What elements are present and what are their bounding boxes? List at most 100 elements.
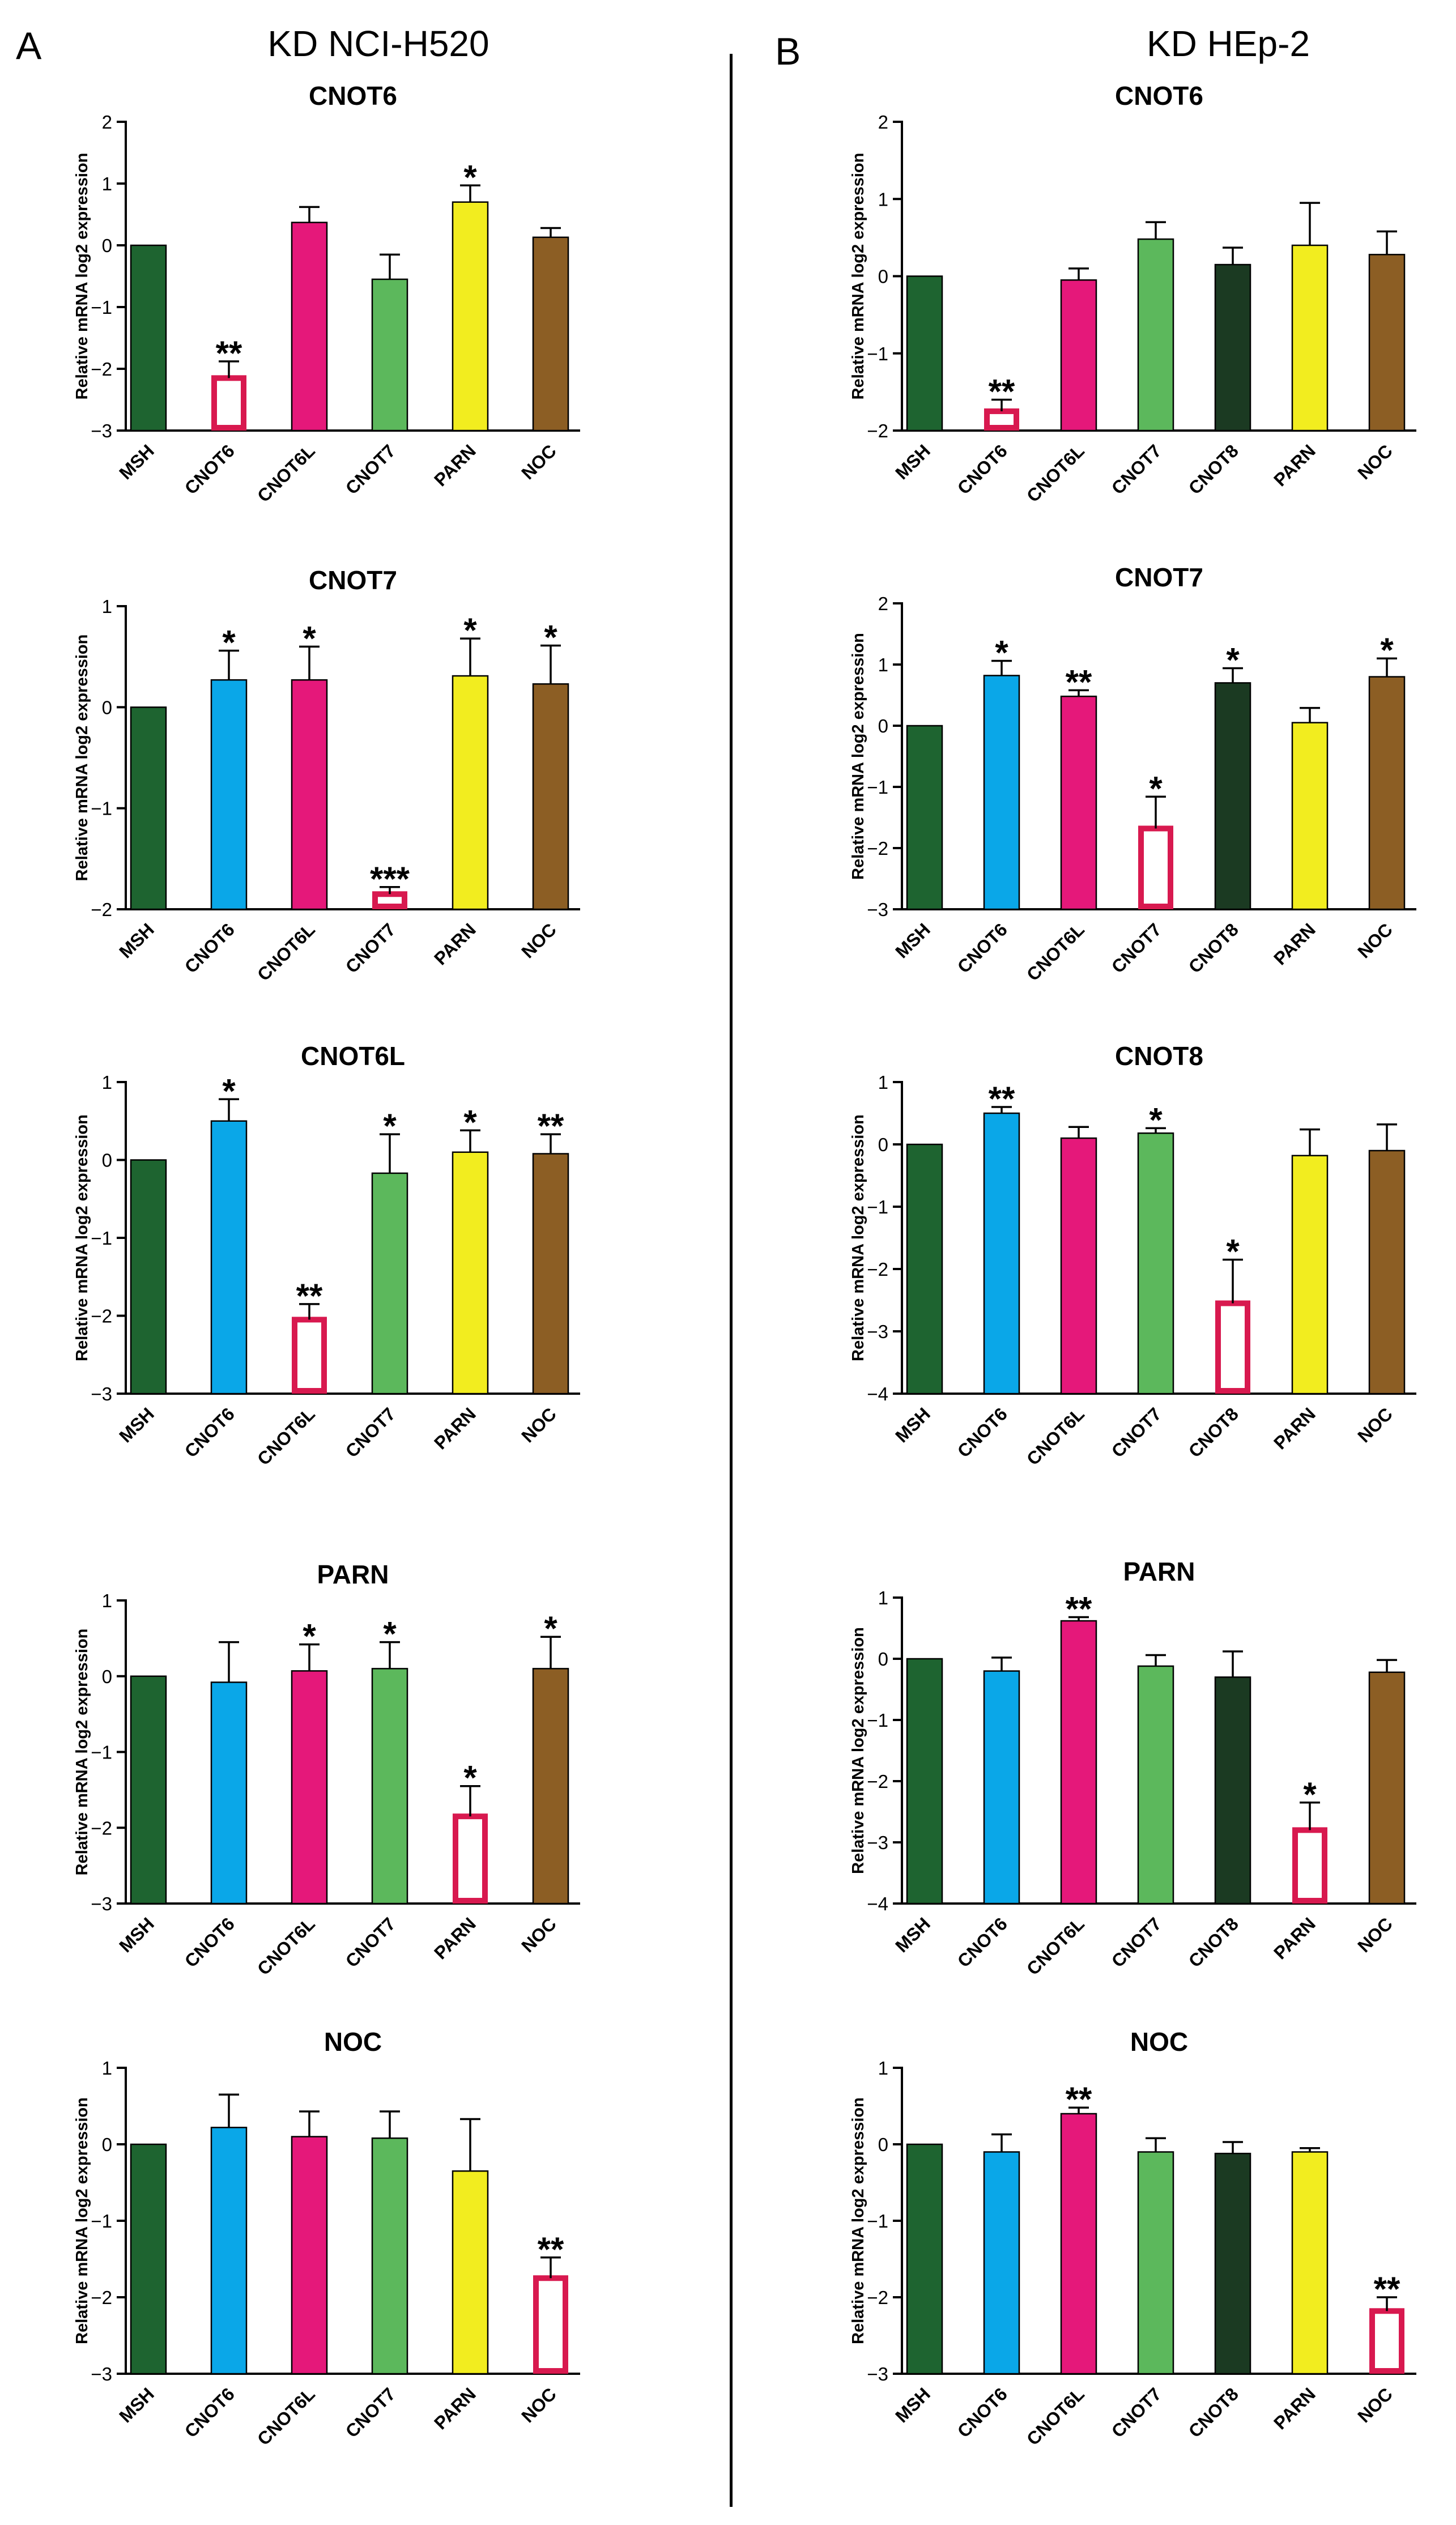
significance-cnot6l: * bbox=[303, 1617, 316, 1655]
y-axis-label: Relative mRNA log2 expression bbox=[73, 1629, 91, 1876]
bar-cnot7 bbox=[1138, 825, 1173, 909]
x-tick-label-parn: PARN bbox=[1270, 1403, 1319, 1453]
bar-noc bbox=[532, 236, 569, 432]
significance-cnot8: * bbox=[1226, 1233, 1240, 1271]
y-tick-label: −3 bbox=[867, 1832, 888, 1853]
bar-cnot6l bbox=[291, 1670, 328, 1905]
y-tick-label: 0 bbox=[878, 1134, 888, 1155]
x-tick-label-cnot7: CNOT7 bbox=[342, 1913, 399, 1971]
x-tick-label-msh: MSH bbox=[891, 440, 934, 483]
y-tick-label: 1 bbox=[102, 173, 112, 194]
bar-cnot6 bbox=[210, 1681, 248, 1905]
x-tick-label-noc: NOC bbox=[1353, 919, 1397, 962]
y-tick-label: −3 bbox=[91, 1383, 112, 1404]
y-tick-label: −3 bbox=[91, 2364, 112, 2385]
x-tick-label-cnot7: CNOT7 bbox=[1108, 2383, 1165, 2441]
chart-title: CNOT7 bbox=[309, 565, 397, 595]
chart-title: CNOT6L bbox=[301, 1041, 405, 1071]
y-axis-label: Relative mRNA log2 expression bbox=[73, 153, 91, 400]
y-tick-label: 1 bbox=[878, 1587, 888, 1608]
panel-title-b: KD HEp-2 bbox=[1146, 23, 1310, 64]
x-tick-label-parn: PARN bbox=[1270, 1913, 1319, 1963]
bar-parn bbox=[452, 1151, 489, 1395]
bar-msh bbox=[130, 244, 167, 432]
x-tick-label-msh: MSH bbox=[891, 2383, 934, 2426]
y-tick-label: 1 bbox=[102, 1072, 112, 1093]
y-tick-label: 0 bbox=[878, 1649, 888, 1670]
bar-msh bbox=[130, 1675, 167, 1905]
bar-parn bbox=[453, 1813, 488, 1904]
bar-cnot7 bbox=[371, 1172, 408, 1395]
y-tick-label: −1 bbox=[91, 2211, 112, 2232]
y-tick-label: 1 bbox=[102, 1590, 112, 1611]
x-tick-label-noc: NOC bbox=[1353, 1913, 1397, 1956]
bar-cnot8 bbox=[1214, 1676, 1251, 1905]
significance-noc: ** bbox=[538, 2230, 564, 2268]
y-tick-label: −2 bbox=[867, 1259, 888, 1280]
x-tick-label-cnot6l: CNOT6L bbox=[1023, 919, 1088, 985]
y-tick-label: −1 bbox=[91, 297, 112, 318]
significance-cnot7: *** bbox=[370, 860, 410, 898]
y-tick-label: 0 bbox=[878, 2134, 888, 2155]
bar-parn bbox=[1291, 244, 1329, 432]
y-tick-label: 1 bbox=[878, 654, 888, 675]
x-tick-label-cnot6: CNOT6 bbox=[953, 1403, 1011, 1461]
bar-noc bbox=[532, 1153, 569, 1395]
y-tick-label: −2 bbox=[91, 1306, 112, 1327]
x-tick-label-parn: PARN bbox=[1270, 919, 1319, 969]
significance-cnot6: * bbox=[995, 634, 1008, 672]
x-tick-label-parn: PARN bbox=[430, 1913, 480, 1963]
bar-cnot8 bbox=[1214, 263, 1251, 432]
bar-msh bbox=[906, 2143, 943, 2375]
y-tick-label: −2 bbox=[91, 1817, 112, 1838]
y-tick-label: 0 bbox=[878, 266, 888, 287]
x-tick-label-noc: NOC bbox=[517, 1913, 560, 1956]
x-tick-label-parn: PARN bbox=[1270, 2383, 1319, 2433]
x-tick-label-msh: MSH bbox=[891, 919, 934, 962]
x-tick-label-cnot6l: CNOT6L bbox=[253, 919, 319, 985]
x-tick-label-noc: NOC bbox=[517, 440, 560, 483]
x-tick-label-cnot8: CNOT8 bbox=[1185, 1403, 1242, 1461]
bar-cnot6 bbox=[210, 679, 248, 910]
x-tick-label-msh: MSH bbox=[115, 2383, 158, 2426]
bar-cnot6 bbox=[983, 675, 1020, 910]
bar-noc bbox=[1368, 1671, 1406, 1905]
bar-cnot7 bbox=[1137, 1665, 1174, 1905]
significance-noc: * bbox=[544, 1609, 557, 1647]
chart-title: CNOT6 bbox=[309, 81, 397, 110]
x-tick-label-cnot6l: CNOT6L bbox=[253, 440, 319, 506]
y-tick-label: −1 bbox=[867, 343, 888, 364]
chart-title: PARN bbox=[317, 1560, 389, 1589]
x-tick-label-cnot6l: CNOT6L bbox=[253, 1913, 319, 1979]
significance-cnot6: ** bbox=[216, 334, 242, 372]
bar-cnot7 bbox=[1137, 238, 1174, 432]
significance-cnot7: * bbox=[383, 1615, 397, 1653]
x-tick-label-cnot7: CNOT7 bbox=[1108, 1403, 1165, 1461]
bar-cnot6l bbox=[1060, 1137, 1097, 1395]
y-tick-label: 1 bbox=[878, 2058, 888, 2079]
bar-noc bbox=[1369, 2308, 1404, 2374]
chart-b-cnot6: −2 −1 0 1 2 Relative mRNA log2 expression CNOT… bbox=[849, 81, 1416, 506]
bar-cnot6 bbox=[983, 1112, 1020, 1395]
y-tick-label: 0 bbox=[102, 2134, 112, 2155]
significance-noc: * bbox=[1380, 631, 1394, 669]
bar-msh bbox=[130, 2143, 167, 2375]
chart-title: CNOT7 bbox=[1115, 563, 1203, 592]
x-tick-label-cnot6l: CNOT6L bbox=[253, 1403, 319, 1469]
bar-cnot7 bbox=[1137, 1132, 1174, 1395]
bar-parn bbox=[452, 2170, 489, 2375]
chart-title: CNOT8 bbox=[1115, 1041, 1203, 1071]
bar-cnot6l bbox=[291, 2136, 328, 2375]
bar-parn bbox=[1291, 2151, 1329, 2375]
y-tick-label: −1 bbox=[867, 777, 888, 798]
bar-cnot6l bbox=[1060, 1620, 1097, 1905]
y-tick-label: −3 bbox=[867, 1321, 888, 1342]
significance-cnot6l: * bbox=[303, 619, 316, 657]
significance-cnot7: * bbox=[1149, 769, 1163, 807]
x-tick-label-cnot7: CNOT7 bbox=[1108, 440, 1165, 498]
x-tick-label-cnot6: CNOT6 bbox=[953, 2383, 1011, 2441]
y-tick-label: −1 bbox=[91, 1228, 112, 1249]
bar-msh bbox=[130, 706, 167, 910]
bar-cnot8 bbox=[1214, 682, 1251, 910]
x-tick-label-cnot6: CNOT6 bbox=[181, 2383, 239, 2441]
